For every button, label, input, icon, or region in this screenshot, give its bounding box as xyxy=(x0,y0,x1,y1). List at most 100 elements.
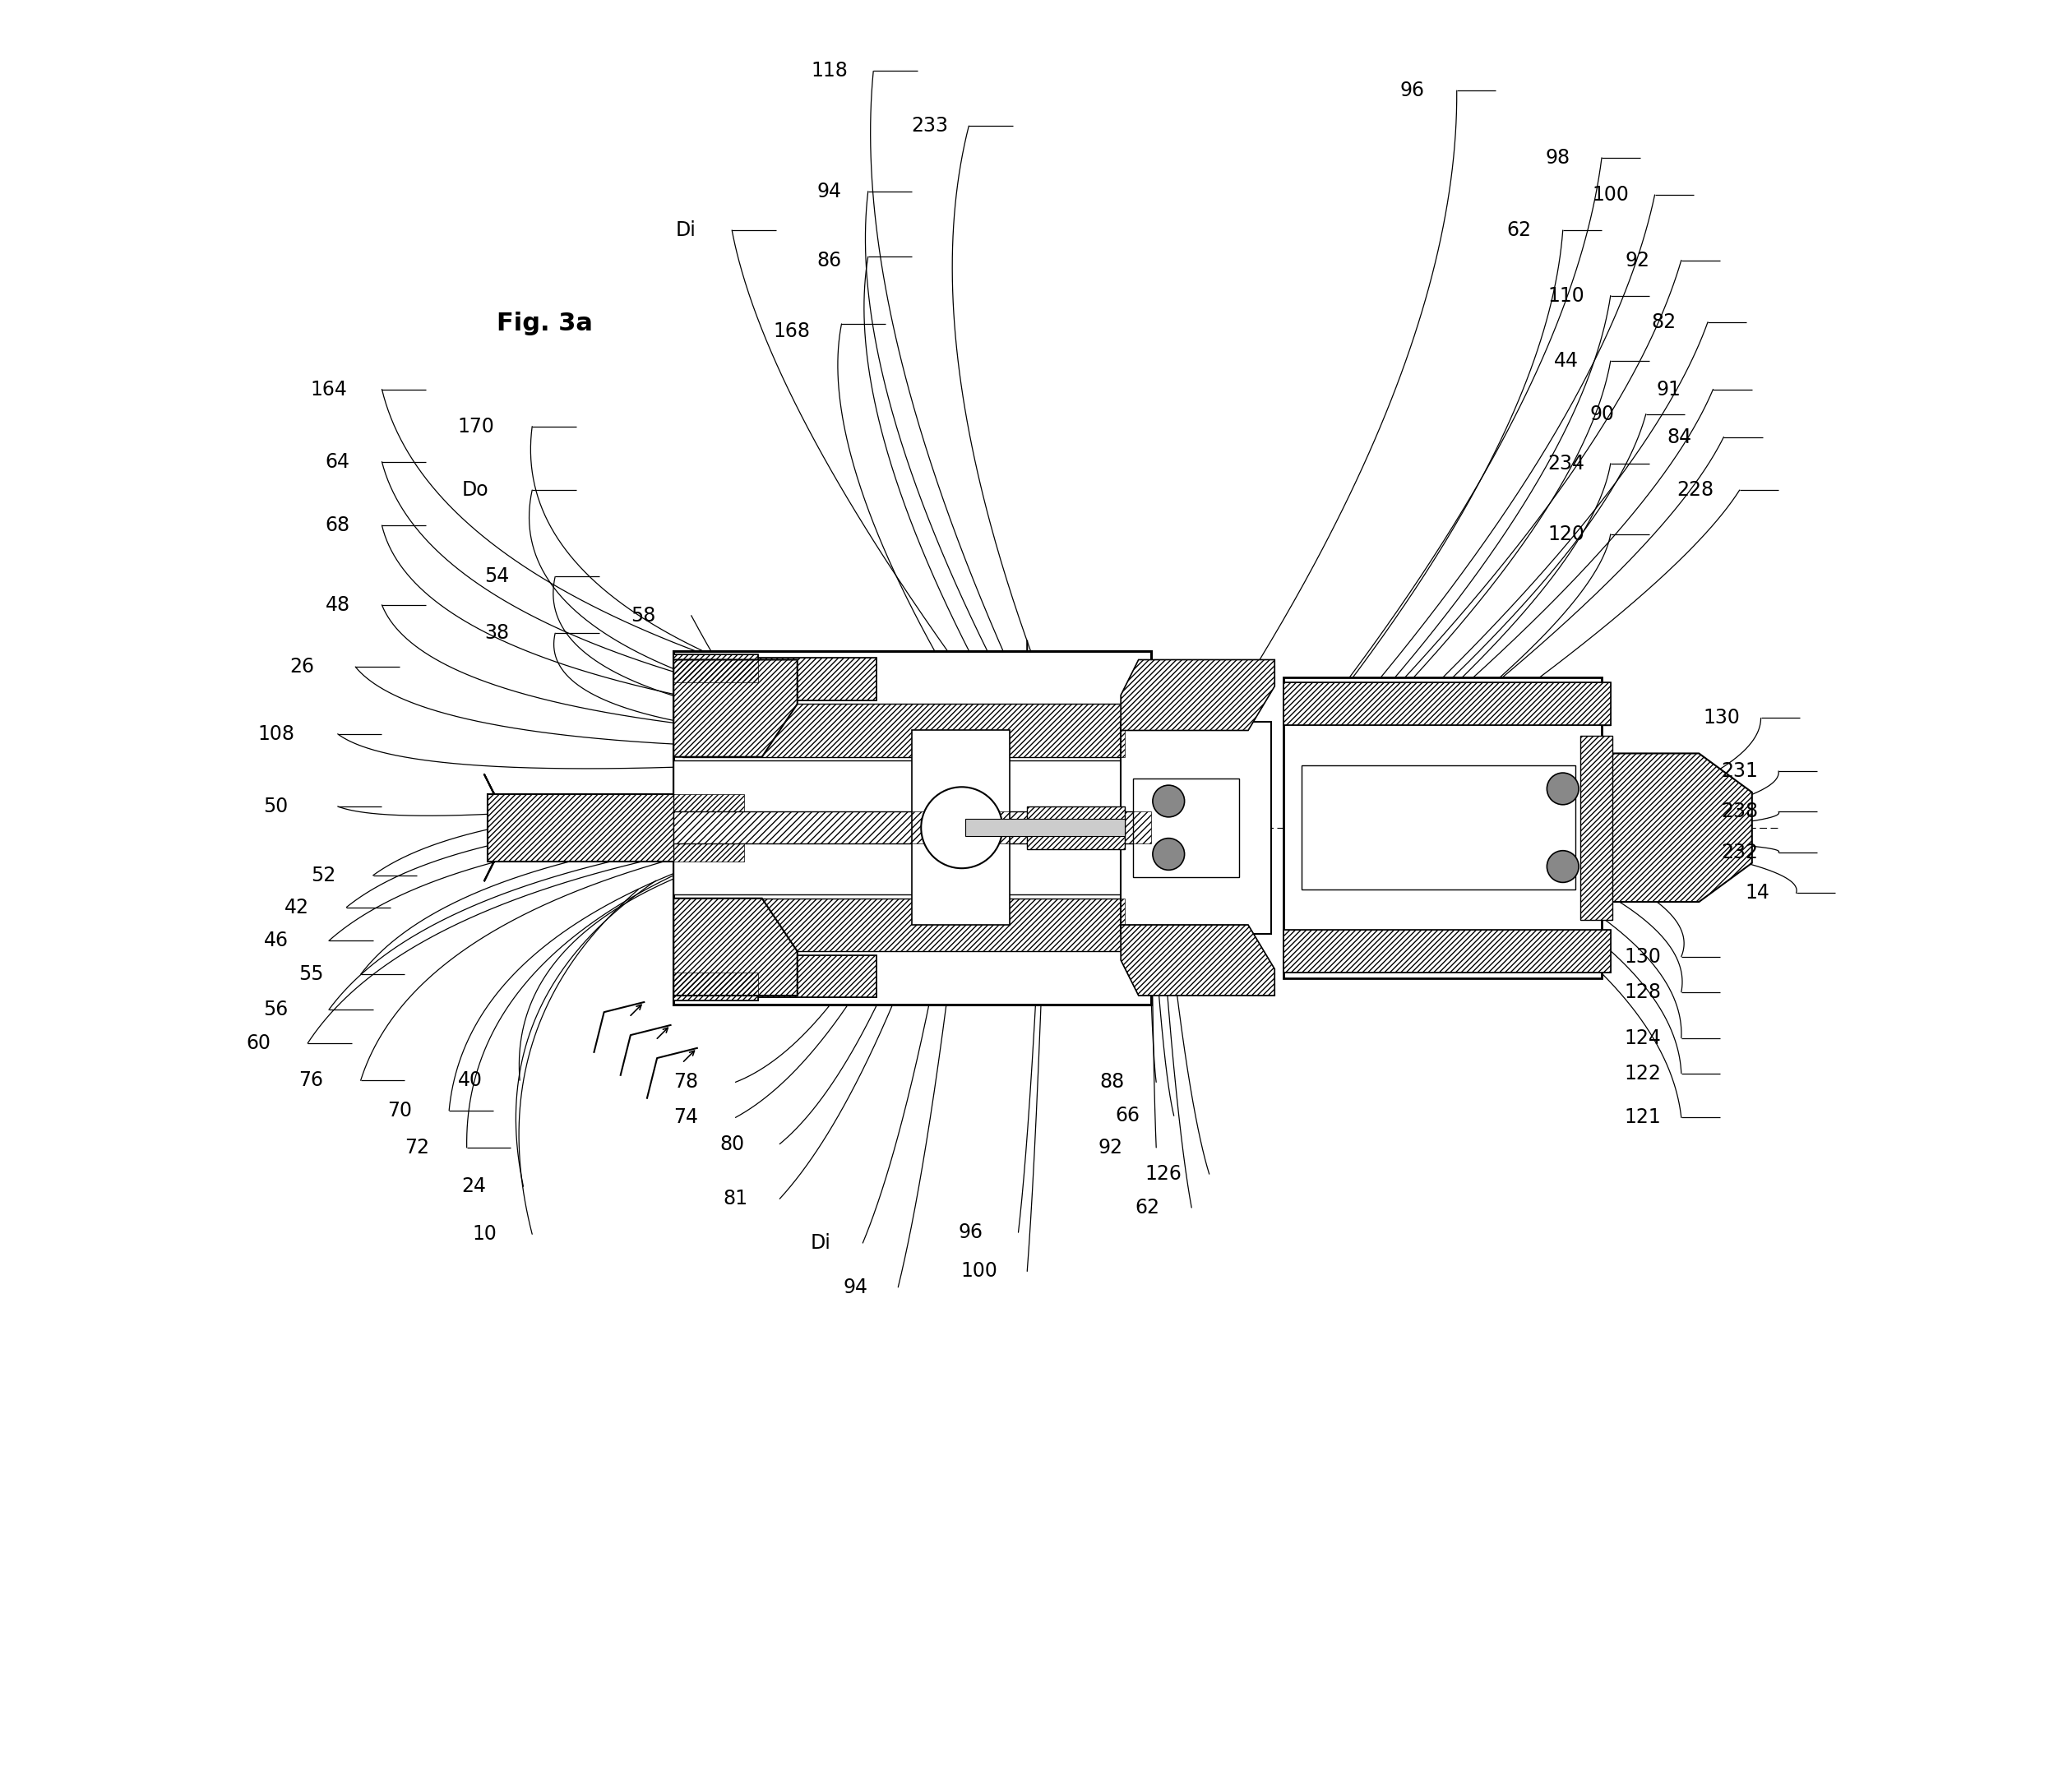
Bar xyxy=(489,793,744,861)
Text: Di: Di xyxy=(810,1233,831,1252)
Text: 232: 232 xyxy=(1722,843,1759,863)
Text: 238: 238 xyxy=(1722,802,1759,822)
Text: 60: 60 xyxy=(247,1034,271,1053)
Text: 94: 94 xyxy=(816,181,841,201)
Text: Di: Di xyxy=(675,221,696,240)
Polygon shape xyxy=(673,898,798,996)
Text: 168: 168 xyxy=(773,320,810,342)
Bar xyxy=(1028,806,1125,849)
Polygon shape xyxy=(1121,925,1274,996)
Bar xyxy=(1121,722,1270,934)
Text: 62: 62 xyxy=(1135,1197,1160,1217)
Bar xyxy=(966,818,1125,836)
Text: 126: 126 xyxy=(1146,1163,1181,1185)
Text: 100: 100 xyxy=(1591,185,1629,205)
Text: 72: 72 xyxy=(404,1139,429,1158)
Text: 14: 14 xyxy=(1745,882,1769,904)
Text: 48: 48 xyxy=(325,594,350,616)
Text: 96: 96 xyxy=(957,1222,982,1242)
Text: 96: 96 xyxy=(1401,80,1426,100)
Text: 231: 231 xyxy=(1722,761,1757,781)
Bar xyxy=(489,793,744,861)
Text: 66: 66 xyxy=(1115,1107,1140,1126)
Bar xyxy=(1581,737,1612,920)
Bar xyxy=(682,658,876,701)
Text: 58: 58 xyxy=(632,605,657,626)
Text: 122: 122 xyxy=(1624,1064,1662,1083)
Text: 44: 44 xyxy=(1554,350,1579,370)
Text: 26: 26 xyxy=(290,656,315,676)
Text: 10: 10 xyxy=(472,1224,497,1244)
Text: 42: 42 xyxy=(284,897,309,916)
Text: 234: 234 xyxy=(1548,454,1585,473)
Text: 90: 90 xyxy=(1589,404,1614,423)
Bar xyxy=(673,655,758,683)
Circle shape xyxy=(1152,838,1185,870)
Bar xyxy=(673,655,758,683)
Bar xyxy=(1028,806,1125,849)
Text: 46: 46 xyxy=(263,930,288,950)
Bar xyxy=(673,811,1150,843)
Polygon shape xyxy=(1121,660,1274,731)
Polygon shape xyxy=(1598,753,1753,902)
Text: 68: 68 xyxy=(325,516,350,535)
Text: 64: 64 xyxy=(325,452,350,471)
Text: 92: 92 xyxy=(1624,251,1649,270)
Text: 40: 40 xyxy=(458,1071,483,1091)
Bar xyxy=(1283,683,1610,726)
Circle shape xyxy=(922,786,1003,868)
Text: 124: 124 xyxy=(1624,1028,1662,1048)
Text: 118: 118 xyxy=(810,60,847,82)
Text: 56: 56 xyxy=(263,1000,288,1019)
Text: 91: 91 xyxy=(1658,379,1680,398)
Text: 108: 108 xyxy=(257,724,294,744)
Bar xyxy=(682,898,1125,952)
Text: Do: Do xyxy=(462,480,489,500)
Bar xyxy=(673,760,1142,895)
Circle shape xyxy=(1152,785,1185,817)
Text: 52: 52 xyxy=(311,866,336,886)
Text: 92: 92 xyxy=(1098,1139,1123,1158)
Text: 76: 76 xyxy=(298,1071,323,1091)
Text: 80: 80 xyxy=(719,1135,744,1155)
Text: 81: 81 xyxy=(723,1188,748,1208)
Bar xyxy=(1301,765,1575,890)
Bar xyxy=(682,955,876,998)
Bar xyxy=(1283,683,1610,726)
Text: 55: 55 xyxy=(298,964,323,984)
Text: 24: 24 xyxy=(462,1176,487,1195)
Bar xyxy=(1283,678,1602,978)
Text: 120: 120 xyxy=(1548,525,1585,544)
Text: 88: 88 xyxy=(1100,1073,1125,1092)
Text: 100: 100 xyxy=(961,1261,999,1281)
Text: 78: 78 xyxy=(673,1073,698,1092)
Text: 62: 62 xyxy=(1506,221,1531,240)
Bar xyxy=(673,651,1150,1005)
Text: 82: 82 xyxy=(1651,313,1676,333)
Text: 70: 70 xyxy=(387,1101,412,1121)
Polygon shape xyxy=(673,660,798,756)
Text: 121: 121 xyxy=(1624,1108,1662,1128)
Circle shape xyxy=(1548,850,1579,882)
Bar xyxy=(673,973,758,1002)
Bar xyxy=(912,731,1009,925)
Text: 110: 110 xyxy=(1548,286,1585,306)
Text: 98: 98 xyxy=(1546,148,1571,167)
Bar xyxy=(682,898,1125,952)
Text: 38: 38 xyxy=(485,623,510,642)
Circle shape xyxy=(1548,772,1579,804)
Bar xyxy=(673,973,758,1002)
Bar xyxy=(682,704,1125,756)
Text: 228: 228 xyxy=(1676,480,1714,500)
Text: 128: 128 xyxy=(1624,982,1662,1002)
Bar xyxy=(682,704,1125,756)
Text: 164: 164 xyxy=(311,379,348,398)
Text: 74: 74 xyxy=(673,1108,698,1128)
Bar xyxy=(682,955,876,998)
Text: 130: 130 xyxy=(1703,708,1740,728)
Text: 84: 84 xyxy=(1668,427,1693,447)
Text: 94: 94 xyxy=(843,1277,868,1297)
Text: 170: 170 xyxy=(458,416,493,436)
Text: 86: 86 xyxy=(816,251,841,270)
Bar xyxy=(1283,930,1610,973)
